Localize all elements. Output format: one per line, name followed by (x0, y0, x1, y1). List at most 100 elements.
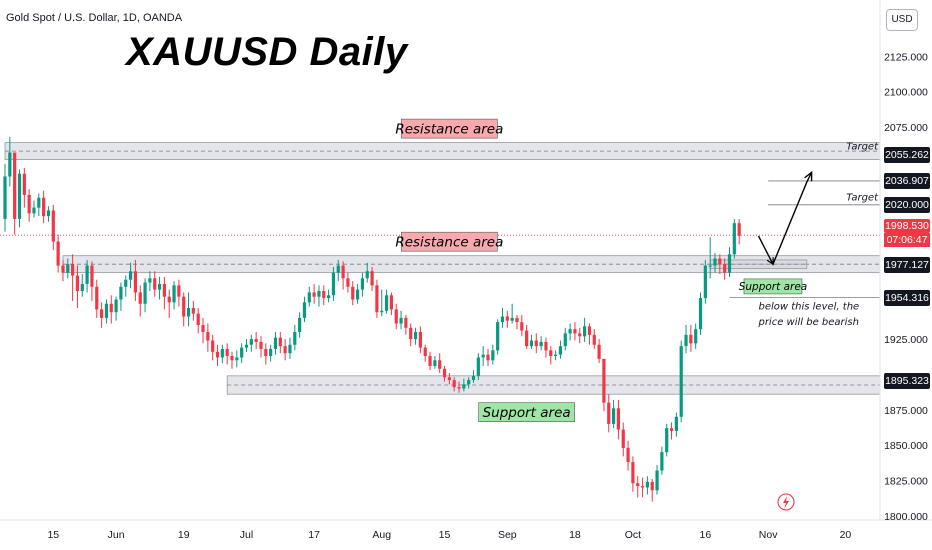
candle-body (196, 313, 200, 325)
candle-body (433, 360, 437, 366)
candle-body (534, 340, 538, 347)
candle-body (529, 340, 534, 347)
candle-body (336, 265, 340, 273)
candle-body (215, 351, 220, 358)
candle-body (727, 254, 732, 273)
candle-body (510, 317, 514, 321)
candle-body (119, 286, 123, 300)
time-tick: 18 (569, 529, 581, 541)
candle-body (317, 291, 321, 297)
candle-body (626, 447, 630, 463)
price-tick: 2100.000 (884, 87, 928, 99)
time-tick: 15 (439, 529, 451, 541)
candle-body (689, 334, 693, 344)
annotation-4: below this level, the (758, 301, 859, 312)
candle-body (539, 341, 543, 347)
currency-button[interactable]: USD (886, 9, 918, 31)
price-label-3: 2020.000 (884, 196, 930, 213)
candle-body (235, 357, 239, 361)
price-label-2: 2036.907 (884, 172, 930, 189)
candle-body (80, 283, 84, 292)
time-tick: Jul (240, 529, 253, 541)
candle-body (413, 332, 418, 340)
candle-body (418, 332, 422, 348)
candle-body (404, 317, 408, 328)
candle-body (269, 348, 273, 357)
candle-body (452, 380, 456, 388)
zone-label-3: Support area (483, 405, 571, 421)
candle-body (583, 326, 587, 337)
candle-body (201, 324, 205, 333)
candle-body (293, 332, 297, 345)
candle-body (22, 173, 26, 195)
candle-body (636, 483, 640, 487)
symbol-info: Gold Spot / U.S. Dollar, 1D, OANDA (6, 12, 183, 24)
candle-body (462, 384, 466, 389)
candle-body (375, 285, 379, 313)
candle-body (563, 333, 567, 347)
candle-body (351, 286, 355, 300)
candle-body (312, 292, 316, 297)
candle-body (90, 265, 94, 287)
candle-body (66, 264, 70, 273)
candle-body (558, 346, 563, 355)
candle-body (259, 341, 263, 349)
time-tick: Nov (759, 529, 778, 541)
candles-layer (3, 136, 741, 502)
candle-body (394, 309, 398, 324)
zone-label-box-2 (401, 231, 498, 252)
lightning-icon (777, 493, 795, 511)
candle-body (578, 333, 582, 337)
candle-body (694, 329, 698, 344)
candle-body (520, 322, 524, 331)
candle-body (153, 278, 157, 290)
candle-body (515, 317, 519, 323)
price-tick: 1875.000 (884, 405, 928, 417)
candle-body (476, 357, 480, 376)
candle-body (186, 307, 191, 317)
candle-body (100, 309, 104, 318)
candle-body (75, 275, 80, 292)
price-label-1: 2055.262 (884, 146, 930, 163)
candle-body (679, 346, 683, 417)
candle-body (737, 223, 741, 236)
candle-body (283, 346, 287, 354)
candle-body (616, 408, 621, 430)
candle-body (544, 341, 548, 351)
candle-body (438, 360, 442, 369)
candle-body (621, 429, 625, 448)
price-tick: 1825.000 (884, 475, 928, 487)
candle-body (698, 298, 703, 330)
candle-body (496, 322, 500, 351)
candle-body (500, 316, 505, 323)
candle-body (230, 356, 234, 361)
candle-body (220, 348, 224, 358)
candle-body (467, 380, 471, 385)
projection-arrowhead-down (766, 257, 774, 266)
candle-body (138, 292, 142, 304)
time-tick: 19 (178, 529, 190, 541)
candle-body (389, 295, 393, 310)
candle-body (143, 282, 147, 304)
candle-body (346, 278, 350, 287)
candle-body (380, 310, 384, 313)
candle-body (645, 481, 649, 488)
candle-body (37, 197, 41, 208)
candle-body (568, 329, 572, 334)
candle-body (278, 337, 282, 347)
candle-body (61, 265, 65, 273)
candle-body (167, 296, 171, 303)
candle-body (718, 258, 722, 265)
candle-body (428, 356, 432, 366)
candle-body (51, 210, 55, 242)
candle-timer: 07:06:47 (884, 233, 930, 248)
candle-body (655, 470, 659, 491)
candle-body (684, 334, 688, 347)
candle-body (288, 344, 292, 354)
candle-body (27, 194, 31, 214)
time-tick: 16 (700, 529, 712, 541)
candle-body (723, 264, 727, 273)
candle-body (447, 377, 451, 381)
